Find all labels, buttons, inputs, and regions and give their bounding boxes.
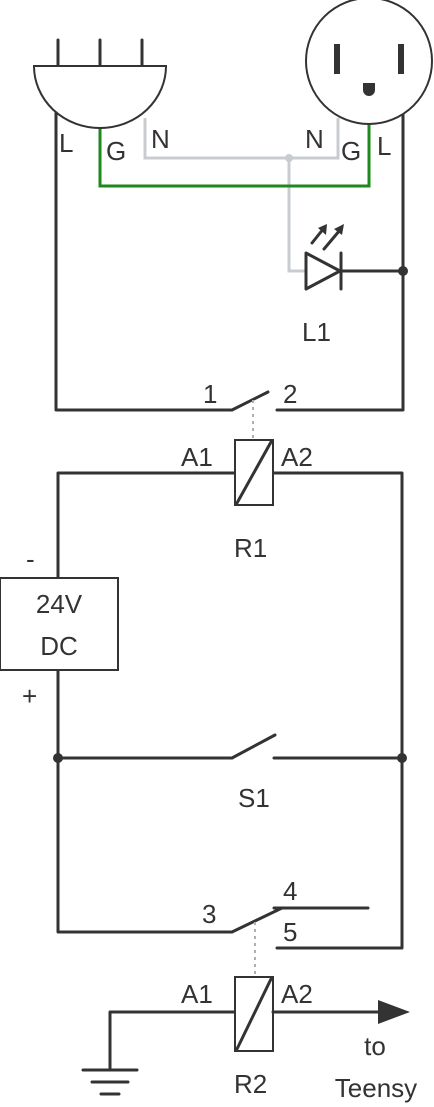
relay2-a2-label: A2	[281, 979, 313, 1009]
switch-label: S1	[238, 783, 270, 813]
line-wire-left	[54, 110, 234, 412]
neutral-wire	[143, 118, 340, 273]
relay1-contact-1-label: 1	[203, 379, 217, 409]
arrow-right-icon	[378, 1000, 410, 1024]
junction-dot-right	[397, 753, 407, 763]
junction-dot-neutral	[285, 154, 293, 162]
relay2-coil	[234, 976, 274, 1052]
relay1-label: R1	[234, 533, 267, 563]
power-supply-plus-label: +	[22, 681, 37, 711]
ground-lead-wire	[108, 1010, 237, 1070]
power-plug	[32, 38, 168, 129]
power-supply-box	[0, 577, 119, 671]
relay1-contact-2-label: 2	[283, 379, 297, 409]
relay1-contact	[230, 390, 270, 412]
relay1-a2-label: A2	[281, 442, 313, 472]
ground-wire	[98, 122, 371, 188]
relay2-a1-label: A1	[181, 979, 213, 1009]
power-supply-minus-label: -	[26, 544, 35, 574]
control-wire-left-top	[56, 471, 237, 580]
control-wire-right	[271, 471, 404, 950]
junction-dot-lamp	[398, 266, 408, 276]
relay2-label: R2	[234, 1069, 267, 1099]
relay2-contact-4-label: 4	[283, 876, 297, 906]
control-wire-left-bottom	[56, 668, 234, 934]
output-label-line2: Teensy	[335, 1073, 417, 1103]
junction-dot-left	[53, 753, 63, 763]
power-supply-type-label: DC	[40, 631, 78, 661]
line-wire-right	[275, 113, 405, 412]
relay2-contact-3-label: 3	[202, 899, 216, 929]
plug-line-label: L	[59, 128, 73, 158]
plug-ground-label: G	[106, 136, 126, 166]
outlet-ground-label: G	[341, 136, 361, 166]
relay2-contact	[230, 906, 284, 934]
relay1-coil	[234, 439, 274, 506]
lamp-led-symbol	[304, 224, 344, 291]
relay1-a1-label: A1	[181, 442, 213, 472]
output-label-line1: to	[364, 1031, 386, 1061]
outlet-line-label: L	[377, 131, 391, 161]
ground-icon	[81, 1068, 139, 1096]
plug-neutral-label: N	[151, 124, 170, 154]
power-outlet	[305, 0, 433, 125]
relay2-contact-5-label: 5	[283, 917, 297, 947]
switch-s1-contact	[230, 733, 277, 760]
power-supply-voltage-label: 24V	[36, 589, 83, 619]
outlet-neutral-label: N	[305, 124, 324, 154]
lamp-label: L1	[302, 317, 331, 347]
